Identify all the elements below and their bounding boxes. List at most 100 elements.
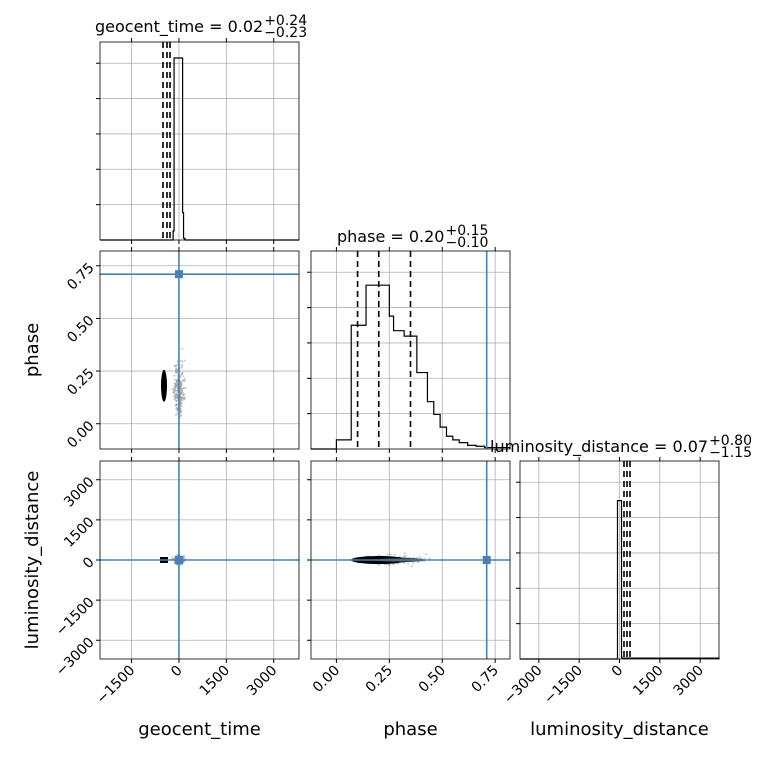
y-tick-label: 0.75 bbox=[64, 260, 97, 293]
x-axis-label: phase bbox=[383, 719, 437, 740]
y-axis-label: luminosity_distance bbox=[22, 471, 43, 650]
scatter-point bbox=[175, 380, 178, 383]
x-tick-label: 1500 bbox=[197, 663, 234, 700]
x-tick-label: 0.25 bbox=[363, 663, 396, 696]
scatter-point bbox=[182, 393, 185, 396]
panel-title-phase: phase = 0.20 +0.15−0.10 bbox=[337, 223, 488, 251]
histogram-geocent_time bbox=[100, 57, 299, 241]
scatter-point bbox=[180, 401, 183, 404]
scatter-point bbox=[183, 359, 186, 362]
panel-title-geocent_time: geocent_time = 0.02 +0.24−0.23 bbox=[95, 13, 307, 41]
panel-title-luminosity_distance: luminosity_distance = 0.07 +0.80−1.15 bbox=[490, 433, 752, 461]
title-error-minus: −0.10 bbox=[445, 235, 488, 251]
title-error-plus: +0.80 bbox=[709, 433, 752, 449]
scatter-point bbox=[179, 408, 182, 411]
scatter-point bbox=[403, 555, 406, 558]
panel-frame bbox=[99, 41, 300, 241]
scatter-point bbox=[182, 375, 185, 378]
scatter-point bbox=[403, 552, 406, 555]
scatter-point bbox=[180, 363, 183, 366]
scatter-point bbox=[179, 376, 182, 379]
y-axis-label: phase bbox=[22, 323, 43, 377]
scatter-point bbox=[179, 391, 182, 394]
scatter-point bbox=[174, 368, 177, 371]
x-tick-label: −3000 bbox=[501, 663, 546, 708]
scatter-point bbox=[183, 396, 186, 399]
hist-panel-phase bbox=[307, 247, 511, 453]
scatter-point bbox=[180, 373, 183, 376]
scatter-point bbox=[425, 553, 428, 556]
scatter-point bbox=[181, 399, 184, 402]
x-tick-label: 0.75 bbox=[469, 663, 502, 696]
y-tick-label: 0 bbox=[80, 554, 98, 572]
scatter-point bbox=[412, 562, 415, 565]
scatter-point bbox=[176, 363, 179, 366]
y-tick-label: 0.50 bbox=[64, 313, 97, 346]
scatter-point bbox=[175, 399, 178, 402]
y-tick-label: 3000 bbox=[61, 474, 98, 511]
x-tick-label: 0 bbox=[168, 663, 186, 681]
scatter-point bbox=[183, 398, 186, 401]
panel-frame bbox=[310, 460, 511, 660]
truth-marker bbox=[174, 556, 183, 564]
scatter-point bbox=[184, 379, 187, 382]
title-main: phase = 0.20 bbox=[337, 227, 444, 246]
scatter-point bbox=[417, 561, 420, 564]
scatter-point bbox=[386, 553, 389, 556]
scatter-point bbox=[175, 389, 178, 392]
x-tick-label: 3000 bbox=[670, 663, 707, 700]
title-main: geocent_time = 0.02 bbox=[95, 17, 263, 37]
scatter-point bbox=[175, 394, 178, 397]
scatter-point bbox=[179, 389, 182, 392]
panel-frame bbox=[519, 460, 720, 660]
scatter-point bbox=[184, 386, 187, 389]
scatter-point bbox=[390, 553, 393, 556]
x-tick-label: 0 bbox=[609, 663, 627, 681]
title-error-plus: +0.24 bbox=[264, 13, 307, 29]
y-tick-label: −3000 bbox=[53, 635, 98, 680]
scatter-point bbox=[428, 557, 431, 560]
scatter-point bbox=[410, 565, 413, 568]
scatter-point bbox=[174, 387, 177, 390]
x-tick-label: −1500 bbox=[94, 663, 139, 708]
scatter-point bbox=[174, 414, 177, 417]
truth-marker bbox=[174, 270, 183, 279]
truth-marker bbox=[482, 556, 491, 564]
x-tick-label: 0.50 bbox=[416, 663, 449, 696]
scatter-point bbox=[173, 374, 176, 377]
x-tick-label: 3000 bbox=[244, 663, 281, 700]
scatter-point bbox=[179, 398, 182, 401]
x-tick-label: 0.00 bbox=[310, 663, 343, 696]
scatter-point bbox=[175, 404, 178, 407]
panel-frame bbox=[99, 250, 300, 450]
title-error-plus: +0.15 bbox=[445, 223, 488, 239]
histogram-luminosity_distance bbox=[520, 500, 720, 660]
x-tick-label: −1500 bbox=[541, 663, 586, 708]
y-tick-label: 0.25 bbox=[64, 365, 97, 398]
scatter-point bbox=[175, 367, 178, 370]
scatter-point bbox=[176, 553, 179, 556]
hist-panel-geocent_time bbox=[96, 38, 300, 244]
scatter-point bbox=[173, 397, 176, 400]
x-axis-label: geocent_time bbox=[138, 719, 261, 740]
scatter-point bbox=[181, 347, 184, 350]
scatter-point bbox=[174, 396, 177, 399]
scatter-point bbox=[415, 556, 418, 559]
scatter-panel-geocent_time-phase bbox=[96, 247, 300, 453]
scatter-point bbox=[394, 553, 397, 556]
scatter-point bbox=[171, 388, 174, 391]
scatter-point bbox=[179, 366, 182, 369]
scatter-point bbox=[175, 371, 178, 374]
scatter-point bbox=[180, 405, 183, 408]
title-error-minus: −0.23 bbox=[264, 25, 307, 41]
panel-frame bbox=[310, 250, 511, 450]
hist-panel-luminosity_distance bbox=[516, 457, 720, 663]
scatter-point bbox=[173, 561, 176, 564]
scatter-point bbox=[406, 562, 409, 565]
x-axis-label: luminosity_distance bbox=[530, 719, 709, 740]
title-main: luminosity_distance = 0.07 bbox=[490, 437, 708, 457]
scatter-point bbox=[180, 359, 183, 362]
y-tick-label: −1500 bbox=[53, 594, 98, 639]
title-error-minus: −1.15 bbox=[709, 445, 752, 461]
